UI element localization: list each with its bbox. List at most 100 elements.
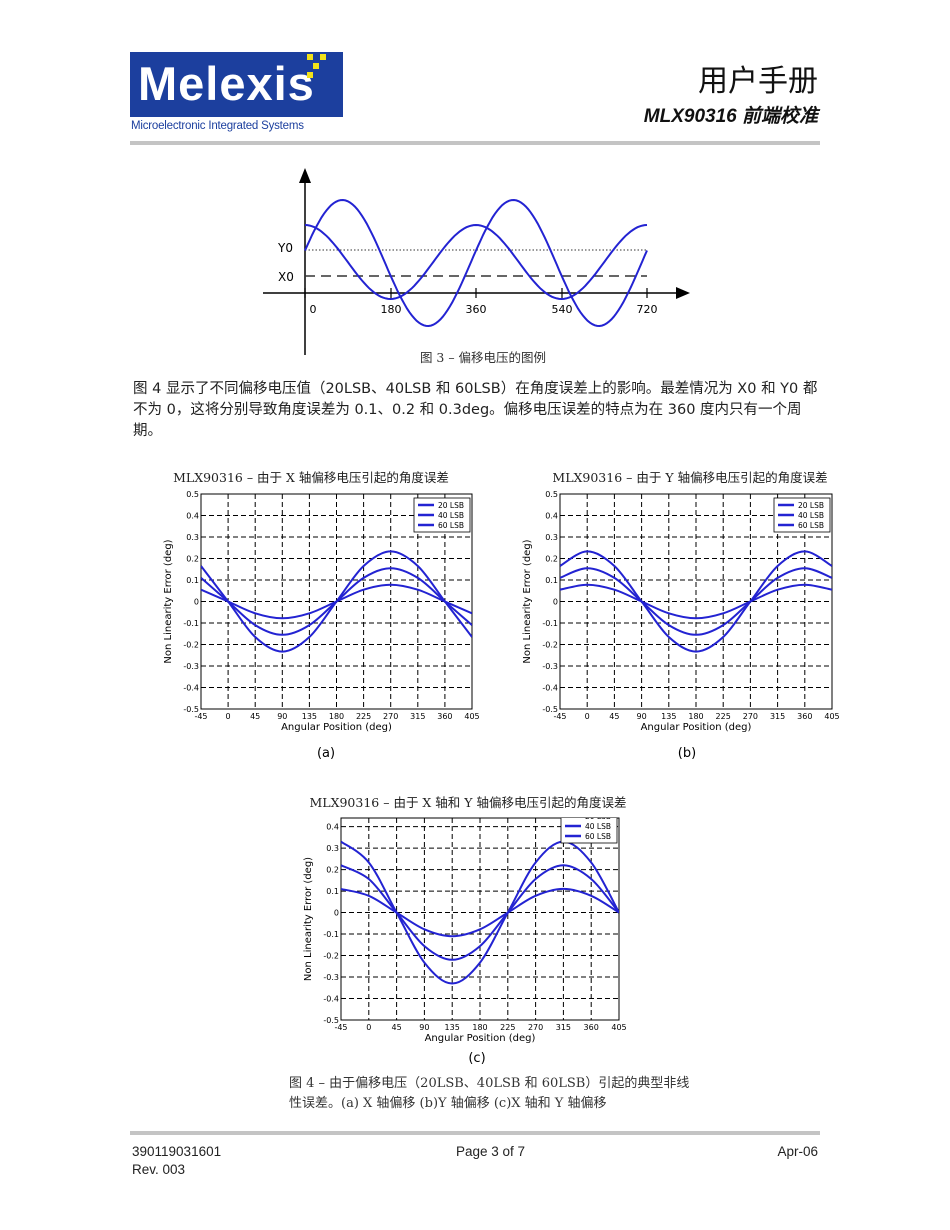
y-tick-label: -0.3 <box>542 662 558 671</box>
footer-revision: Rev. 003 <box>132 1162 186 1177</box>
y-tick-label: -0.3 <box>323 973 339 982</box>
y-tick-label: 0.3 <box>186 533 199 542</box>
x-tick-label: 315 <box>556 1023 571 1032</box>
logo-wordmark: Melexis <box>138 57 315 110</box>
body-paragraph: 图 4 显示了不同偏移电压值（20LSB、40LSB 和 60LSB）在角度误差… <box>133 381 818 439</box>
y-tick-label: 0.3 <box>326 844 339 853</box>
chart-c: MLX90316 – 由于 X 轴和 Y 轴偏移电压引起的角度误差 -45 0 45 9… <box>303 795 627 1066</box>
x-tick-label: 180 <box>329 712 344 721</box>
x-tick-label: 0 <box>226 712 231 721</box>
y-tick-label: -0.3 <box>183 662 199 671</box>
y-tick-label: -0.1 <box>183 619 199 628</box>
y-tick-label: -0.2 <box>323 952 339 961</box>
y-tick-label: 0.2 <box>186 555 199 564</box>
legend-label: 20 LSB <box>585 812 611 821</box>
x-tick-label: 90 <box>637 712 647 721</box>
footer-doc-number: 390119031601 <box>132 1144 222 1159</box>
y-axis-arrow-icon <box>299 168 311 183</box>
series-line-20-lsb <box>341 887 619 938</box>
series-line-60-lsb <box>201 550 472 653</box>
logo-tagline: Microelectronic Integrated Systems <box>131 120 304 132</box>
series-line-40-lsb <box>341 864 619 961</box>
y-tick-label: 0.2 <box>326 866 339 875</box>
x-tick-label: 45 <box>609 712 619 721</box>
y-tick-label: -0.5 <box>323 1016 339 1025</box>
y-tick-label: -0.2 <box>542 641 558 650</box>
fig3-tick-label: 540 <box>552 303 573 316</box>
fig3-tick-label: 360 <box>466 303 487 316</box>
x-tick-label: 135 <box>661 712 676 721</box>
y-tick-label: -0.2 <box>183 641 199 650</box>
x-tick-label: 225 <box>500 1023 515 1032</box>
x-tick-label: 270 <box>528 1023 543 1032</box>
y-tick-label: -0.5 <box>542 705 558 714</box>
x-axis-label: Angular Position (deg) <box>281 722 392 733</box>
chart-caption: (c) <box>468 1051 485 1066</box>
y-tick-label: -0.1 <box>542 619 558 628</box>
footer-page-number: Page 3 of 7 <box>456 1144 526 1159</box>
series-line-60-lsb <box>560 550 832 653</box>
footer-date: Apr-06 <box>777 1144 818 1159</box>
figure-4-caption-line-2: 性误差。(a) X 轴偏移 (b)Y 轴偏移 (c)X 轴和 Y 轴偏移 <box>289 1096 607 1111</box>
y-tick-label: 0.4 <box>545 512 558 521</box>
x-tick-label: 405 <box>824 712 839 721</box>
document-title: 用户手册 <box>698 64 818 99</box>
x-tick-label: 90 <box>419 1023 429 1032</box>
fig3-tick-label: 0 <box>310 303 317 316</box>
footer-divider <box>130 1131 820 1135</box>
melexis-logo: Melexis <box>130 52 343 117</box>
x-tick-label: 315 <box>410 712 425 721</box>
fig3-tick-label: 180 <box>381 303 402 316</box>
x-axis-arrow-icon <box>676 287 690 299</box>
x-tick-label: 270 <box>743 712 758 721</box>
y-tick-label: 0.1 <box>326 887 339 896</box>
legend-label: 40 LSB <box>438 511 464 520</box>
x-tick-label: 180 <box>472 1023 487 1032</box>
legend-label: 20 LSB <box>438 501 464 510</box>
x-tick-label: 225 <box>356 712 371 721</box>
chart-title: MLX90316 – 由于 X 轴偏移电压引起的角度误差 <box>173 470 449 485</box>
x-axis-label: Angular Position (deg) <box>425 1033 536 1044</box>
figure-4-caption-line-1: 图 4 – 由于偏移电压（20LSB、40LSB 和 60LSB）引起的典型非线 <box>289 1076 690 1091</box>
y-tick-label: -0.4 <box>542 684 558 693</box>
x-tick-label: 135 <box>445 1023 460 1032</box>
x-tick-label: 360 <box>437 712 452 721</box>
chart-a: MLX90316 – 由于 X 轴偏移电压引起的角度误差 -45 0 45 90 135 1… <box>163 470 480 761</box>
x-tick-label: -45 <box>553 712 566 721</box>
x-tick-label: 315 <box>770 712 785 721</box>
legend-box <box>560 818 618 844</box>
legend-label: 60 LSB <box>798 521 824 530</box>
y-tick-label: -0.4 <box>183 684 199 693</box>
y-tick-label: -0.1 <box>323 930 339 939</box>
legend-label: 40 LSB <box>585 822 611 831</box>
header-divider <box>130 141 820 145</box>
series-line-60-lsb <box>341 840 619 985</box>
x-tick-label: 90 <box>277 712 287 721</box>
figure-3-caption: 图 3 – 偏移电压的图例 <box>420 350 546 365</box>
y-tick-label: 0.4 <box>326 823 339 832</box>
fig3-x0-label: X0 <box>278 270 294 284</box>
legend-label: 40 LSB <box>798 511 824 520</box>
chart-caption: (b) <box>678 746 696 761</box>
legend-label: 60 LSB <box>438 521 464 530</box>
document-subtitle: MLX90316 前端校准 <box>643 106 818 127</box>
x-tick-label: 225 <box>716 712 731 721</box>
fig3-x-signal-curve <box>304 198 648 328</box>
x-tick-label: 360 <box>797 712 812 721</box>
x-tick-label: 135 <box>302 712 317 721</box>
series-line-20-lsb <box>560 583 832 620</box>
fig3-y-signal-curve <box>304 223 648 301</box>
y-tick-label: 0.3 <box>545 533 558 542</box>
series-line-40-lsb <box>560 567 832 636</box>
x-tick-label: 45 <box>392 1023 402 1032</box>
legend-label: 20 LSB <box>798 501 824 510</box>
fig3-tick-label: 720 <box>637 303 658 316</box>
y-tick-label: 0.4 <box>186 512 199 521</box>
x-tick-label: 0 <box>366 1023 371 1032</box>
